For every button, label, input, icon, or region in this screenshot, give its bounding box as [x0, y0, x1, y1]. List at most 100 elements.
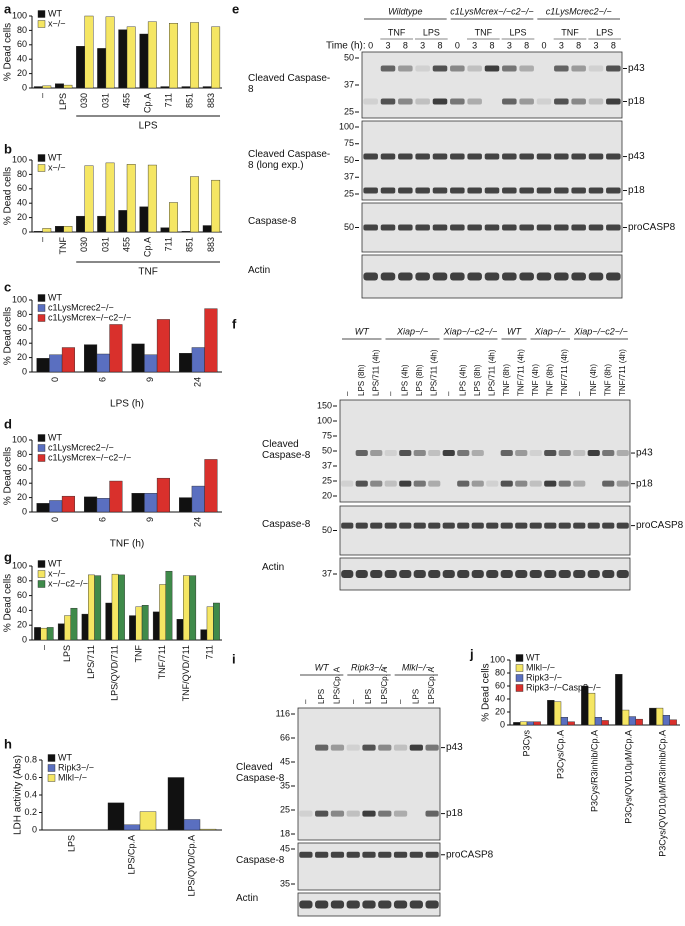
y-tick-label: 100 [12, 434, 27, 444]
band [380, 187, 396, 194]
bar [118, 210, 128, 233]
band [330, 810, 345, 817]
bar [533, 721, 541, 726]
mw-marker: 116 [276, 708, 290, 718]
blot-membrane [297, 707, 441, 841]
x-tick-label: 851 [185, 93, 195, 108]
band [393, 900, 408, 909]
legend-label: c1LysMcrex−/−c2−/− [48, 452, 131, 462]
band [616, 570, 629, 578]
bar [126, 26, 136, 89]
bar [76, 215, 85, 233]
bar [123, 824, 141, 831]
y-tick-label: 100 [12, 294, 27, 304]
lane-label: 8 [611, 40, 616, 50]
bar [190, 22, 199, 89]
band [554, 272, 569, 281]
bar [61, 347, 75, 373]
x-tick-label: 031 [100, 237, 110, 252]
band [380, 272, 396, 281]
mw-marker: 25 [344, 106, 354, 116]
band [380, 224, 396, 231]
band [362, 900, 376, 909]
bar [211, 26, 221, 89]
y-tick-label: 20 [17, 212, 27, 222]
bar [594, 717, 603, 726]
x-tick-label: P3Cys/R3inhib/Cp.A [589, 730, 599, 812]
bar [526, 721, 535, 726]
band [500, 522, 513, 529]
band [442, 450, 455, 457]
y-tick-label: 0.4 [24, 789, 37, 799]
section-label: Actin [262, 562, 285, 573]
mw-marker: 37 [344, 79, 354, 89]
band [616, 480, 629, 487]
section-label: Actin [248, 264, 271, 276]
legend-label: WT [48, 432, 62, 442]
band [544, 480, 557, 487]
mw-marker: 50 [322, 525, 332, 535]
band [425, 810, 439, 817]
band [428, 480, 441, 487]
bar [40, 627, 48, 641]
section-label: Caspase-8 [262, 518, 311, 530]
band [502, 272, 517, 281]
bar [118, 29, 128, 89]
band [341, 570, 354, 578]
bar [139, 811, 157, 831]
bar [181, 231, 191, 233]
y-tick-label: 60 [495, 680, 505, 690]
lane-label: – [348, 699, 357, 704]
mw-marker: 100 [317, 415, 332, 425]
treatment-label: LPS [423, 27, 440, 37]
y-tick-label: 0.2 [24, 807, 37, 817]
x-axis-label: TNF (h) [110, 539, 144, 550]
blot-membrane [361, 51, 623, 119]
band [363, 224, 378, 231]
bar [109, 480, 123, 513]
bar [36, 503, 50, 513]
bar [107, 802, 125, 831]
band [450, 187, 465, 194]
legend-swatch [515, 664, 524, 672]
legend-label: Mlkl−/− [526, 662, 555, 672]
lane-label: 3 [593, 40, 598, 50]
band-label: p18 [446, 808, 463, 819]
x-tick-label: LPS [62, 645, 72, 662]
y-tick-label: 80 [17, 169, 27, 179]
bar [202, 86, 212, 89]
bar [135, 606, 143, 641]
bar [94, 575, 102, 641]
x-tick-label: TNF [133, 645, 143, 663]
panel-letter: f [232, 316, 237, 331]
band [355, 450, 368, 457]
legend-swatch [37, 164, 46, 172]
lane-label: LPS (4h) [458, 364, 467, 396]
mw-marker: 45 [280, 843, 290, 853]
legend-label: c1LysMcrex−/−c2−/− [48, 312, 131, 322]
x-tick-label: 455 [121, 237, 131, 252]
genotype-header: Xiap−/−c2−/− [443, 326, 498, 336]
lane-label: TNF (8h) [545, 364, 554, 396]
bar [144, 493, 158, 513]
x-tick-label: 9 [145, 377, 155, 382]
band [573, 522, 586, 529]
lane-label: 0 [541, 40, 546, 50]
legend-swatch [37, 10, 46, 18]
legend-swatch [37, 444, 46, 452]
mw-marker: 25 [322, 475, 332, 485]
bar [84, 165, 94, 233]
band [571, 224, 586, 231]
band [554, 98, 569, 105]
blot-membrane [361, 120, 623, 201]
band [502, 224, 517, 231]
y-tick-label: 0 [22, 366, 27, 376]
bar [42, 228, 52, 233]
mw-marker: 75 [344, 138, 354, 148]
mw-marker: 37 [344, 172, 354, 182]
y-tick-label: 100 [12, 154, 27, 164]
band [571, 153, 586, 160]
band [558, 522, 571, 529]
blot-membrane [339, 399, 631, 503]
